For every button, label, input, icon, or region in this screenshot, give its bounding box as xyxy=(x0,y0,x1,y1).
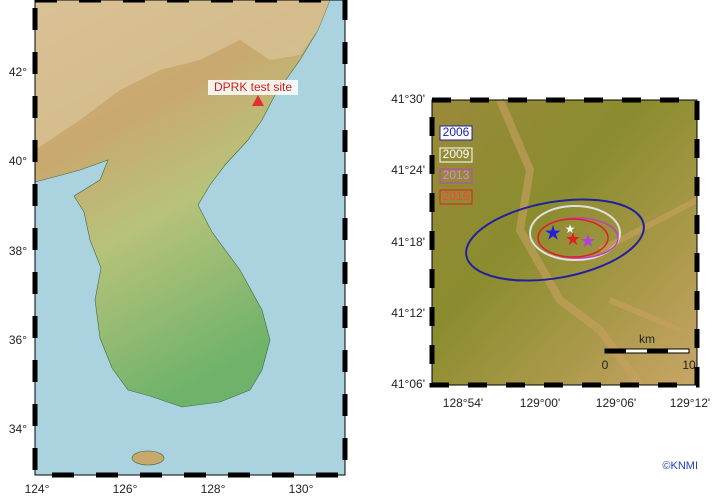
valley xyxy=(598,197,699,333)
right-map: ★ ★ ★ ★ 2006 2009 2013 2016 km 0 10 41°3… xyxy=(391,92,710,410)
terrain xyxy=(432,100,697,385)
error-ellipse xyxy=(529,205,621,261)
left-map: DPRK test site 42° 40° 38° 36° 34° 124° … xyxy=(9,0,348,496)
lat-label: 41°12' xyxy=(391,306,425,320)
legend-label: 2016 xyxy=(443,189,470,203)
event-star: ★ xyxy=(565,229,581,249)
event-star: ★ xyxy=(544,222,562,244)
lat-label: 40° xyxy=(9,154,27,168)
lon-label: 130° xyxy=(289,482,314,496)
lat-label: 41°24' xyxy=(391,163,425,177)
lon-label: 129°00' xyxy=(520,396,560,410)
lon-label: 129°12' xyxy=(670,396,710,410)
lon-label: 128°54' xyxy=(443,396,483,410)
event-star: ★ xyxy=(565,222,576,236)
event-star: ★ xyxy=(580,231,596,251)
frame-edge xyxy=(431,99,698,386)
error-ellipse xyxy=(465,198,645,282)
lon-label: 126° xyxy=(113,482,138,496)
credit: ©KNMI xyxy=(662,460,698,472)
scale-label: 10 xyxy=(682,358,696,372)
scale-bar-segment xyxy=(647,349,668,353)
scale-bar: km 0 10 xyxy=(602,332,696,372)
lon-label: 124° xyxy=(25,482,50,496)
highlands xyxy=(35,0,330,150)
lon-label: 129°06' xyxy=(596,396,636,410)
frame-edge xyxy=(34,0,346,476)
lat-label: 41°18' xyxy=(391,235,425,249)
scale-bar-segment xyxy=(605,349,626,353)
lat-label: 34° xyxy=(9,422,27,436)
lat-label: 42° xyxy=(9,65,27,79)
annotation: DPRK test site xyxy=(214,80,292,94)
test-site-marker xyxy=(252,95,264,106)
scale-label: 0 xyxy=(602,358,609,372)
lat-label: 41°06' xyxy=(391,377,425,391)
lat-label: 38° xyxy=(9,244,27,258)
legend-label: 2006 xyxy=(443,125,470,139)
valley xyxy=(496,98,644,388)
legend-box xyxy=(439,168,473,184)
legend-box xyxy=(439,147,473,163)
scale-unit: km xyxy=(639,332,655,346)
island xyxy=(131,450,165,466)
legend-box xyxy=(439,189,473,205)
annotation-box xyxy=(208,80,298,95)
legend-box xyxy=(439,125,473,141)
lat-label: 36° xyxy=(9,333,27,347)
error-ellipse xyxy=(537,218,609,258)
lat-label: 41°30' xyxy=(391,92,425,106)
lon-label: 128° xyxy=(201,482,226,496)
legend-label: 2009 xyxy=(443,147,470,161)
legend-label: 2013 xyxy=(443,168,470,182)
